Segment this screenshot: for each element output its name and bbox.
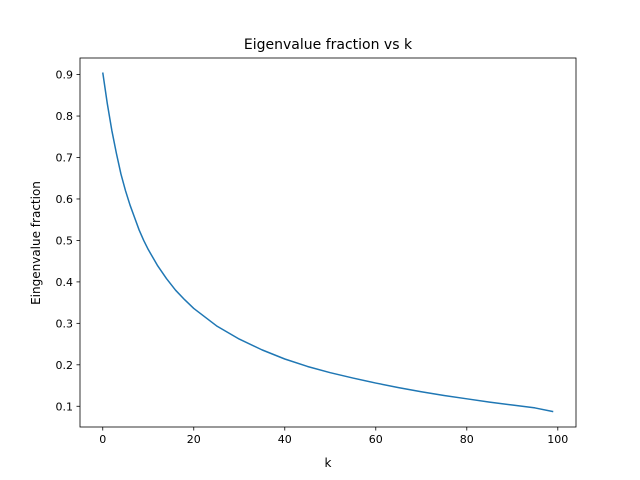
x-axis-label: k xyxy=(325,456,332,470)
x-tick-label: 60 xyxy=(369,433,383,446)
y-tick-label: 0.7 xyxy=(56,152,74,165)
y-tick-label: 0.6 xyxy=(56,193,74,206)
chart-title: Eigenvalue fraction vs k xyxy=(244,37,413,53)
x-tick-label: 100 xyxy=(547,433,568,446)
plot-area: 0 20 40 60 80 100 0.1 0.2 0.3 0.4 0.5 0.6 0.7 0.8 0.9 xyxy=(56,57,577,446)
x-tick-label: 40 xyxy=(278,433,292,446)
y-tick-label: 0.8 xyxy=(56,110,74,123)
x-tick-label: 0 xyxy=(99,433,106,446)
y-tick-label: 0.1 xyxy=(56,400,74,413)
axes-frame xyxy=(79,57,577,428)
x-tick-label: 80 xyxy=(460,433,474,446)
y-tick-label: 0.4 xyxy=(56,276,74,289)
y-tick-label: 0.9 xyxy=(56,69,74,82)
y-tick-label: 0.3 xyxy=(56,317,74,330)
series-line-0 xyxy=(102,72,554,413)
y-tick-label: 0.5 xyxy=(56,234,74,247)
x-tick-label: 20 xyxy=(187,433,201,446)
y-axis-label: Eingenvalue fraction xyxy=(29,181,43,305)
y-tick-label: 0.2 xyxy=(56,359,74,372)
